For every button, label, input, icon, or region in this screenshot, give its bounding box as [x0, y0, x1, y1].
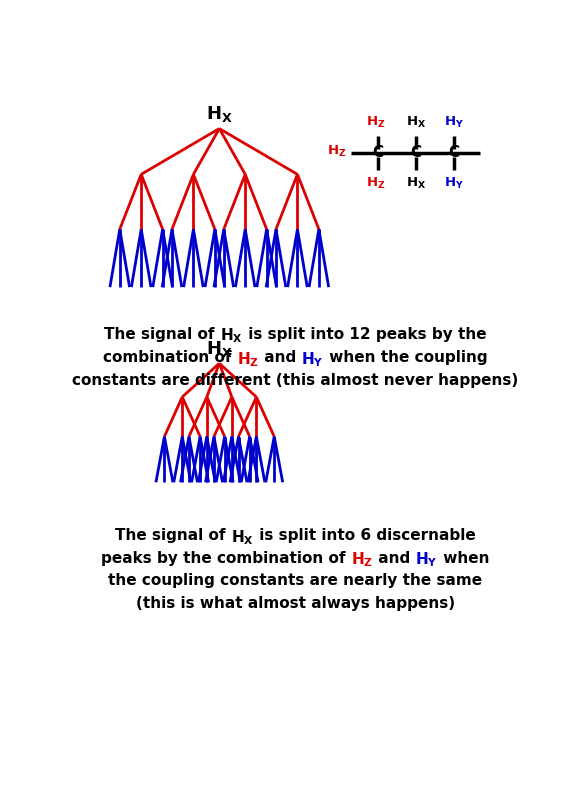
Text: $\mathbf{H_X}$: $\mathbf{H_X}$: [406, 176, 426, 191]
Text: (this is what almost always happens): (this is what almost always happens): [135, 596, 455, 611]
Text: C: C: [448, 146, 459, 161]
Text: C: C: [372, 146, 384, 161]
Text: the coupling constants are nearly the same: the coupling constants are nearly the sa…: [108, 573, 482, 588]
Text: $\mathbf{H_X}$: $\mathbf{H_X}$: [206, 339, 233, 359]
Text: $\mathbf{H_X}$: $\mathbf{H_X}$: [231, 528, 253, 546]
Text: $\mathbf{H_X}$: $\mathbf{H_X}$: [406, 115, 426, 130]
Text: $\mathbf{H_Z}$: $\mathbf{H_Z}$: [366, 176, 385, 191]
Text: The signal of: The signal of: [115, 528, 231, 543]
Text: $\mathbf{H_Y}$: $\mathbf{H_Y}$: [415, 550, 438, 569]
Text: constants are different (this almost never happens): constants are different (this almost nev…: [72, 373, 518, 388]
Text: and: and: [259, 350, 301, 365]
Text: The signal of: The signal of: [104, 327, 220, 342]
Text: $\mathbf{H_Z}$: $\mathbf{H_Z}$: [351, 550, 373, 569]
Text: $\mathbf{H_Y}$: $\mathbf{H_Y}$: [444, 176, 464, 191]
Text: $\mathbf{H_Z}$: $\mathbf{H_Z}$: [237, 350, 259, 368]
Text: and: and: [373, 550, 415, 565]
Text: combination of: combination of: [103, 350, 237, 365]
Text: peaks by the combination of: peaks by the combination of: [101, 550, 351, 565]
Text: $\mathbf{H_Z}$: $\mathbf{H_Z}$: [366, 115, 385, 130]
Text: $\mathbf{H_X}$: $\mathbf{H_X}$: [206, 105, 233, 124]
Text: when the coupling: when the coupling: [324, 350, 487, 365]
Text: $\mathbf{H_Z}$: $\mathbf{H_Z}$: [327, 143, 347, 158]
Text: $\mathbf{H_Y}$: $\mathbf{H_Y}$: [301, 350, 324, 368]
Text: is split into 12 peaks by the: is split into 12 peaks by the: [242, 327, 486, 342]
Text: C: C: [410, 146, 421, 161]
Text: when: when: [438, 550, 490, 565]
Text: $\mathbf{H_Y}$: $\mathbf{H_Y}$: [444, 115, 464, 130]
Text: $\mathbf{H_X}$: $\mathbf{H_X}$: [220, 327, 242, 345]
Text: is split into 6 discernable: is split into 6 discernable: [253, 528, 475, 543]
